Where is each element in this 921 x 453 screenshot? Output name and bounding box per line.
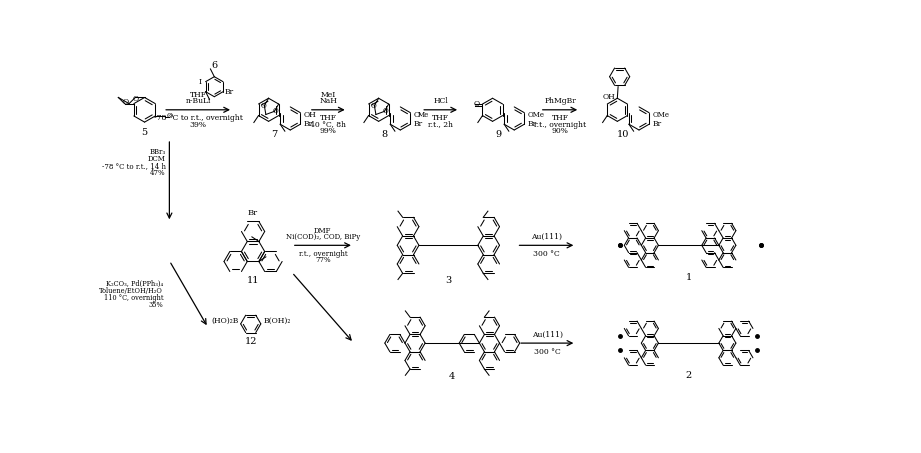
Text: Me: Me	[418, 111, 429, 119]
Text: I: I	[199, 78, 202, 86]
Text: 40 °C, 8h: 40 °C, 8h	[310, 120, 346, 129]
Text: -78 °C to r.t., overnight: -78 °C to r.t., overnight	[154, 115, 242, 122]
Text: PhMgBr: PhMgBr	[544, 97, 576, 105]
Text: NaH: NaH	[320, 97, 337, 105]
Text: 5: 5	[142, 128, 147, 137]
Text: Br: Br	[225, 88, 234, 96]
Text: 39%: 39%	[190, 120, 206, 129]
Text: Br: Br	[528, 120, 537, 128]
Text: 7: 7	[272, 130, 277, 139]
Text: K₂CO₃, Pd(PPh₃)₄: K₂CO₃, Pd(PPh₃)₄	[106, 280, 163, 288]
Text: O: O	[414, 111, 420, 119]
Text: 12: 12	[244, 337, 257, 346]
Text: r.t., overnight: r.t., overnight	[298, 250, 347, 258]
Text: O: O	[166, 112, 172, 120]
Text: 3: 3	[445, 276, 451, 285]
Text: 300 °C: 300 °C	[534, 348, 561, 356]
Text: Ni(COD)₂, COD, BiPy: Ni(COD)₂, COD, BiPy	[286, 233, 360, 241]
Text: THF: THF	[320, 115, 337, 122]
Text: 6: 6	[211, 62, 217, 70]
Text: THF: THF	[190, 91, 206, 99]
Text: HCl: HCl	[433, 97, 448, 105]
Text: -78 °C to r.t., 14 h: -78 °C to r.t., 14 h	[101, 162, 166, 170]
Text: 10: 10	[617, 130, 629, 139]
Text: THF: THF	[432, 115, 449, 122]
Text: OH: OH	[602, 93, 615, 101]
Text: O: O	[273, 106, 278, 115]
Text: 9: 9	[495, 130, 501, 139]
Text: 110 °C, overnight: 110 °C, overnight	[103, 294, 163, 302]
Text: O: O	[382, 106, 388, 115]
Text: B(OH)₂: B(OH)₂	[263, 317, 290, 325]
Text: n-BuLi: n-BuLi	[185, 97, 211, 105]
Text: THF: THF	[552, 115, 568, 122]
Text: O: O	[474, 100, 480, 108]
Text: r.t., overnight: r.t., overnight	[534, 120, 586, 129]
Text: Toluene/EtOH/H₂O: Toluene/EtOH/H₂O	[99, 287, 163, 295]
Text: 47%: 47%	[150, 169, 166, 177]
Text: Au(111): Au(111)	[531, 331, 563, 338]
Text: Br: Br	[303, 120, 312, 128]
Text: 90%: 90%	[552, 127, 568, 135]
Text: Br: Br	[414, 120, 423, 128]
Text: OH: OH	[303, 111, 316, 119]
Text: 77%: 77%	[315, 256, 331, 264]
Text: OMe: OMe	[652, 111, 670, 119]
Text: O: O	[122, 98, 128, 106]
Text: BBr₃: BBr₃	[149, 148, 166, 156]
Text: 300 °C: 300 °C	[533, 250, 560, 258]
Text: Br: Br	[652, 120, 661, 128]
Text: 35%: 35%	[148, 301, 163, 308]
Text: r.t., 2h: r.t., 2h	[428, 120, 453, 129]
Text: MeI: MeI	[321, 91, 336, 99]
Text: DCM: DCM	[147, 155, 166, 163]
Text: Br: Br	[248, 209, 258, 217]
Text: 8: 8	[381, 130, 388, 139]
Text: (HO)₂B: (HO)₂B	[211, 317, 239, 325]
Text: O: O	[261, 102, 266, 111]
Text: 1: 1	[685, 273, 692, 282]
Text: DMF: DMF	[314, 226, 332, 235]
Text: OMe: OMe	[528, 111, 544, 119]
Text: O: O	[133, 95, 139, 103]
Text: O: O	[371, 102, 377, 111]
Text: 11: 11	[247, 276, 260, 285]
Text: 99%: 99%	[320, 127, 337, 135]
Text: 4: 4	[449, 372, 455, 381]
Text: 2: 2	[685, 371, 692, 380]
Text: Au(111): Au(111)	[530, 233, 562, 241]
